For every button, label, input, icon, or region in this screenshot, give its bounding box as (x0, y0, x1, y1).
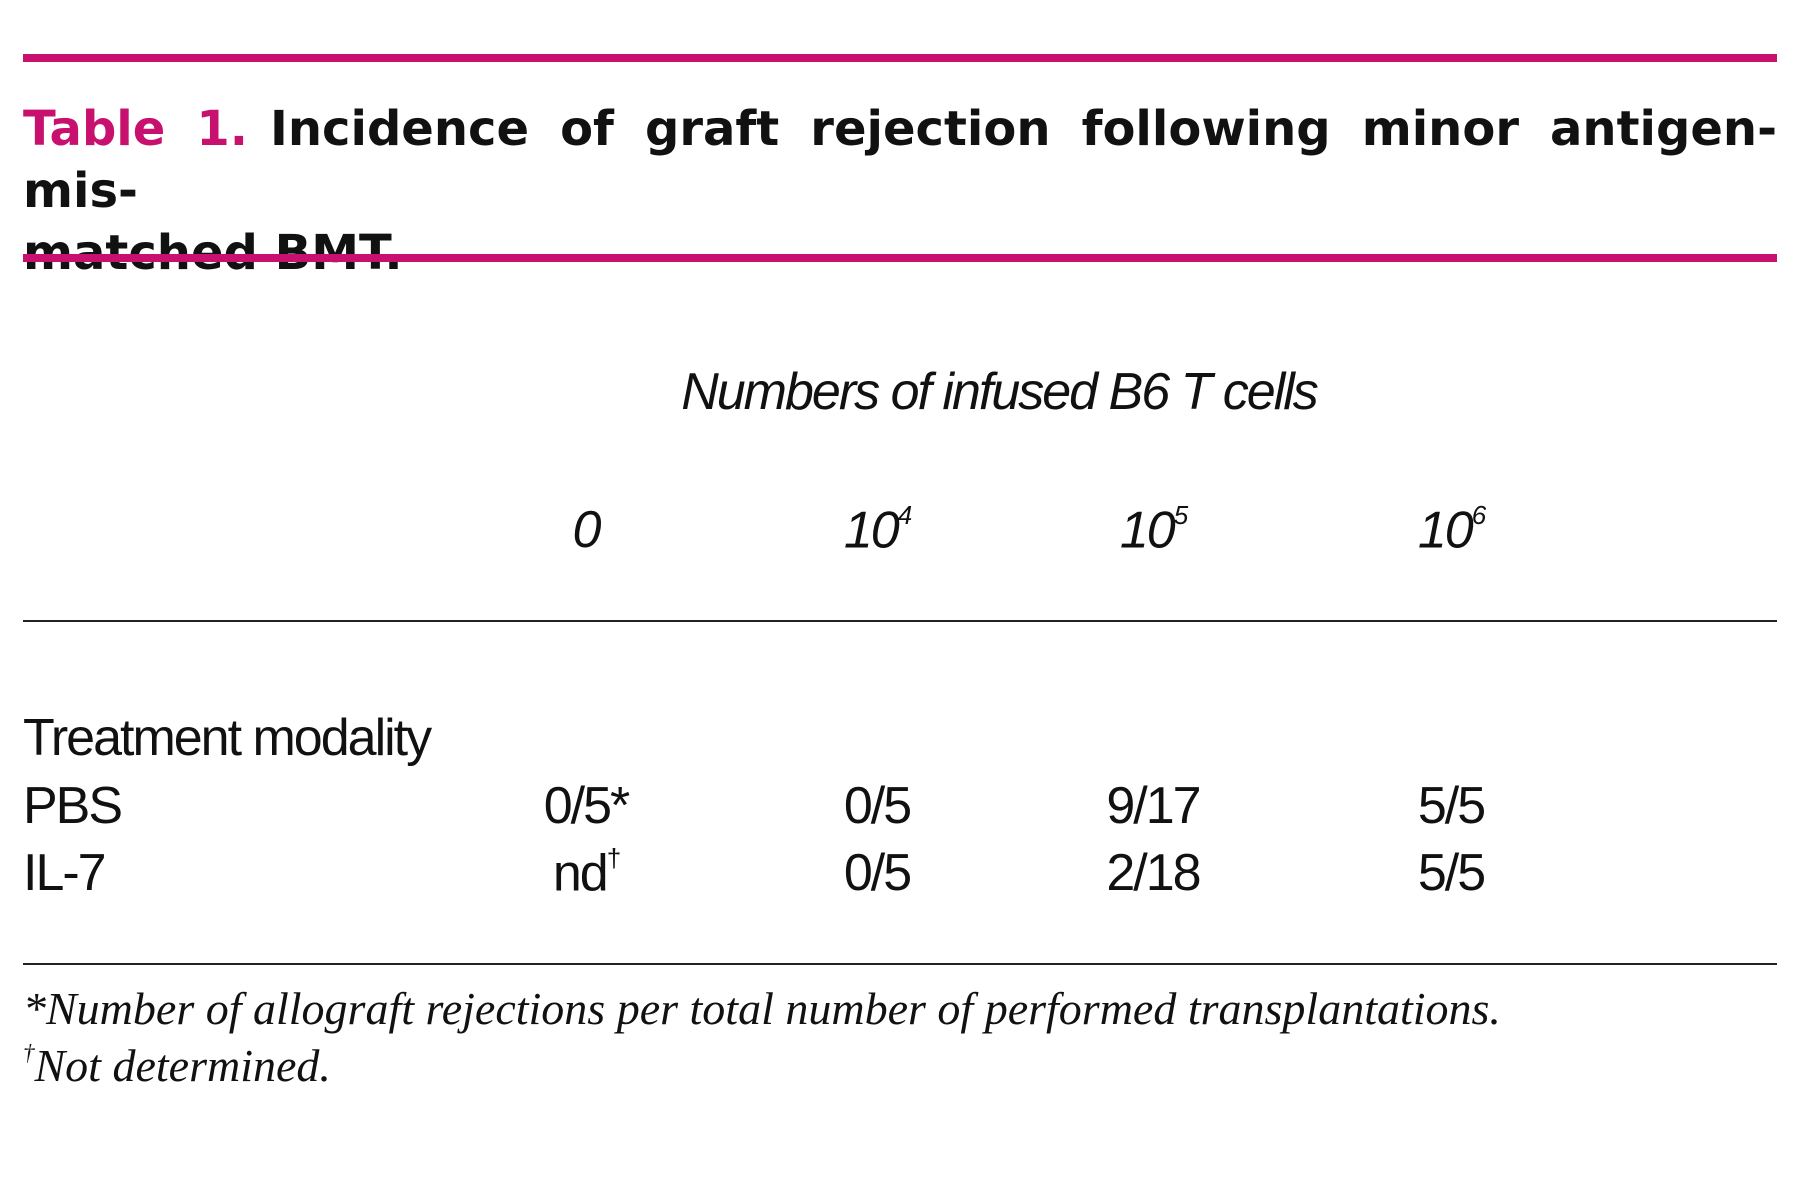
column-base: 10 (1119, 501, 1176, 560)
column-header: 104 (843, 500, 913, 560)
footnote-text: *Number of allograft rejections per tota… (23, 983, 1501, 1034)
column-base: 10 (1417, 501, 1474, 560)
column-exponent: 6 (1471, 500, 1487, 530)
cell: 0/5* (543, 776, 631, 836)
stub-heading: Treatment modality (23, 709, 432, 767)
cell-text: 0/5 (843, 844, 912, 902)
column-base: 10 (843, 501, 900, 560)
column-exponent: 5 (1173, 500, 1189, 530)
footnote: *Number of allograft rejections per tota… (23, 982, 1501, 1035)
cell: 0/5 (843, 776, 912, 836)
caption-line: matched BMT. (23, 225, 403, 281)
cell: nd† (552, 843, 622, 903)
column-header: 106 (1417, 500, 1487, 560)
column-header: 105 (1119, 500, 1189, 560)
footnote: †Not determined. (23, 1039, 331, 1092)
footnote-mark: † (23, 1040, 35, 1066)
caption-text: Incidence of graft rejection following m… (23, 101, 1778, 219)
row-label: PBS (23, 777, 123, 835)
caption: Table 1. Incidence of graft rejection fol… (23, 98, 1777, 284)
cell-text: 0/5* (543, 777, 631, 835)
cell-text: 9/17 (1106, 777, 1201, 835)
cell: 0/5 (843, 843, 912, 903)
caption-line: Table 1. Incidence of graft rejection fol… (23, 98, 1777, 222)
caption-rule (23, 254, 1777, 262)
footnote-text: Not determined. (34, 1040, 331, 1091)
spanner: Numbers of infused B6 T cells (681, 363, 1319, 421)
cell: 5/5 (1417, 843, 1486, 903)
cell: 9/17 (1106, 776, 1201, 836)
cell-text: 5/5 (1417, 777, 1486, 835)
bottom-rule (23, 963, 1777, 965)
cell-mark: † (606, 843, 622, 873)
cell: 5/5 (1417, 776, 1486, 836)
header-rule (23, 620, 1777, 622)
cell-text: 5/5 (1417, 844, 1486, 902)
column-base: 0 (572, 501, 602, 559)
cell-text: nd (552, 844, 609, 903)
cell-text: 0/5 (843, 777, 912, 835)
top-rule (23, 54, 1777, 62)
column-header: 0 (572, 500, 602, 560)
row-label: IL-7 (23, 844, 107, 902)
cell: 2/18 (1106, 843, 1201, 903)
column-exponent: 4 (897, 500, 913, 530)
cell-text: 2/18 (1106, 844, 1201, 902)
caption-label: Table 1. (23, 101, 248, 157)
